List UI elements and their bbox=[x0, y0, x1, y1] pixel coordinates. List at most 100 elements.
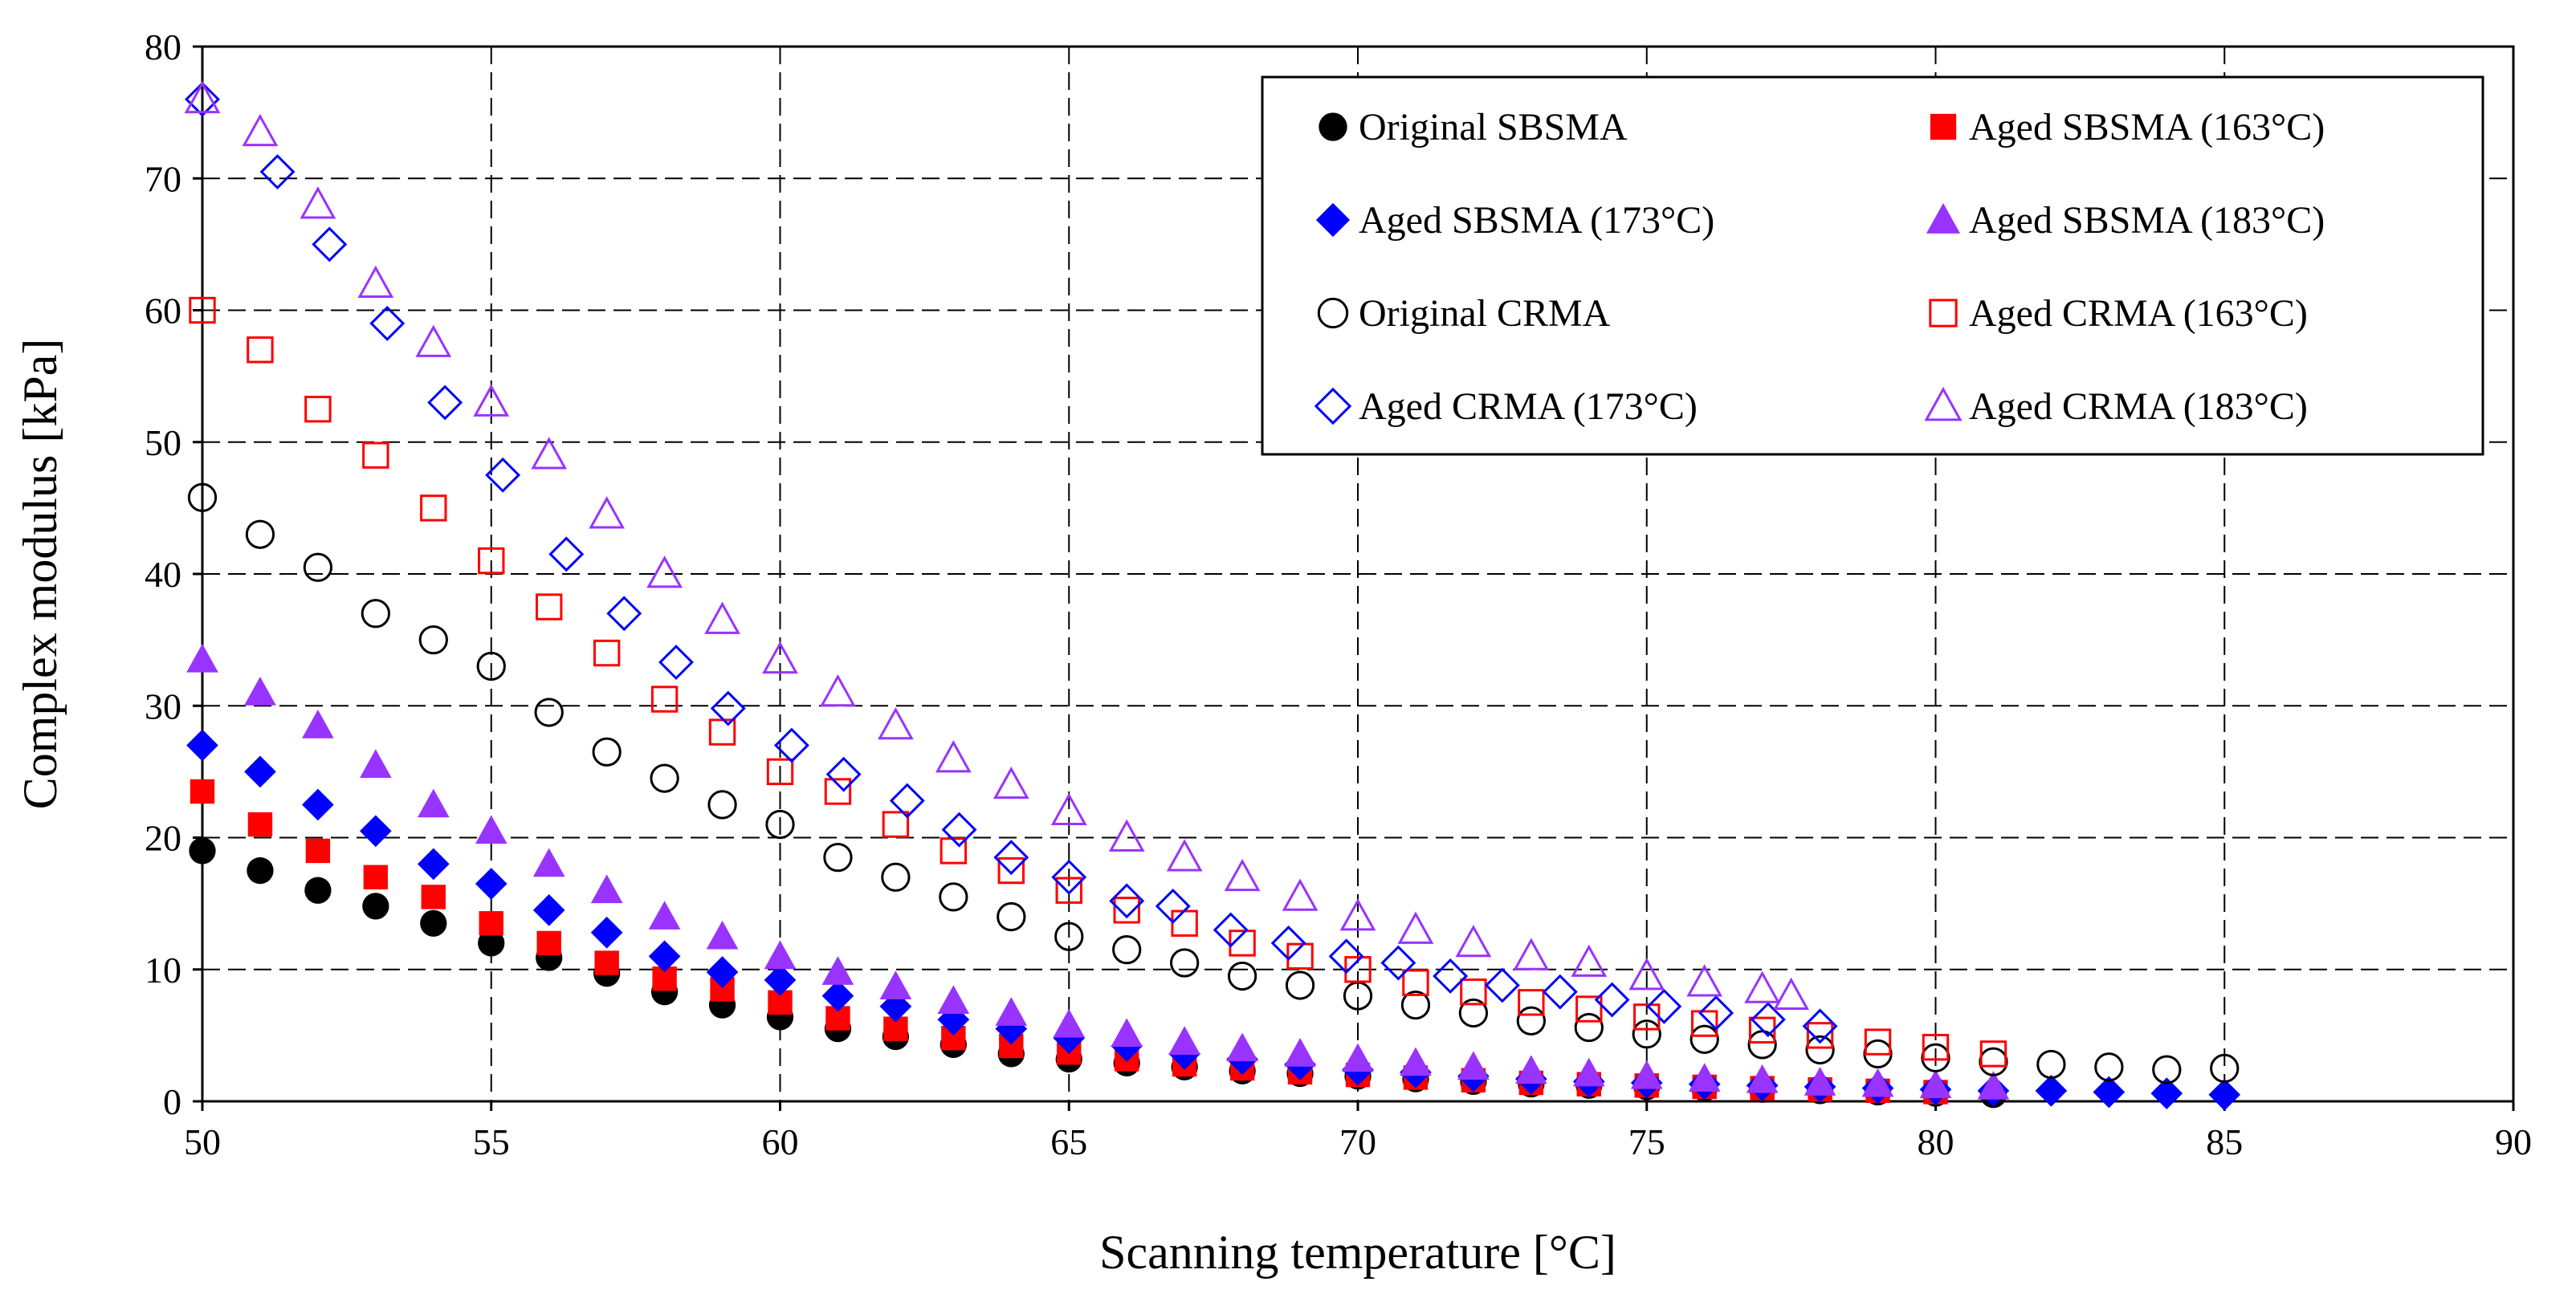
legend-marker bbox=[1315, 202, 1351, 238]
data-point bbox=[417, 788, 450, 818]
data-point bbox=[1802, 1008, 1838, 1044]
series-7 bbox=[184, 80, 1810, 1010]
legend-box bbox=[1261, 75, 2484, 456]
data-point bbox=[1572, 1057, 1605, 1087]
data-point bbox=[939, 882, 968, 912]
data-point bbox=[589, 496, 626, 529]
data-point bbox=[1686, 964, 1723, 997]
data-point bbox=[590, 874, 623, 904]
data-point bbox=[302, 710, 334, 738]
data-point bbox=[478, 547, 505, 575]
data-point bbox=[821, 979, 854, 1012]
legend-marker bbox=[1926, 202, 1961, 234]
data-point bbox=[1750, 1002, 1786, 1038]
data-point bbox=[706, 920, 739, 950]
data-point bbox=[1168, 1026, 1200, 1055]
data-point bbox=[247, 336, 274, 364]
legend-label: Original CRMA bbox=[1359, 292, 1611, 335]
legend-label: Aged SBSMA (163°C) bbox=[1969, 106, 2325, 149]
data-point bbox=[823, 842, 853, 873]
data-point bbox=[360, 815, 392, 848]
series-3 bbox=[186, 643, 2010, 1100]
data-point bbox=[475, 815, 507, 844]
x-tick-label: 55 bbox=[473, 1121, 510, 1162]
data-point bbox=[1518, 989, 1545, 1016]
x-axis-title: Scanning temperature [°C] bbox=[1099, 1226, 1616, 1279]
data-point bbox=[1698, 995, 1734, 1031]
x-tick-label: 70 bbox=[1339, 1121, 1376, 1162]
data-point bbox=[658, 645, 694, 681]
data-point bbox=[2093, 1076, 2126, 1109]
y-tick-label: 40 bbox=[145, 554, 181, 595]
y-axis-title: Complex modulus [kPa] bbox=[14, 339, 67, 810]
data-point bbox=[941, 812, 977, 848]
data-point bbox=[531, 437, 568, 470]
data-point bbox=[878, 706, 914, 740]
data-point bbox=[1285, 970, 1315, 1000]
legend-marker bbox=[1314, 387, 1352, 425]
legend-label: Aged CRMA (183°C) bbox=[1969, 385, 2308, 428]
data-point bbox=[244, 676, 276, 706]
data-point bbox=[1977, 1071, 2010, 1100]
data-point bbox=[1630, 1060, 1663, 1089]
data-point bbox=[764, 964, 797, 996]
data-point bbox=[646, 555, 683, 588]
data-point bbox=[824, 778, 852, 805]
data-point bbox=[361, 599, 390, 629]
data-point bbox=[473, 384, 510, 417]
data-point bbox=[1113, 897, 1140, 924]
data-point bbox=[765, 809, 795, 840]
data-point bbox=[1744, 970, 1781, 1003]
data-point bbox=[1111, 1018, 1143, 1048]
data-point bbox=[1922, 1033, 1950, 1061]
data-point bbox=[2036, 1049, 2066, 1080]
data-point bbox=[189, 837, 216, 865]
data-point bbox=[2208, 1078, 2241, 1111]
data-point bbox=[650, 763, 679, 793]
x-tick-label: 60 bbox=[762, 1121, 799, 1162]
data-point bbox=[369, 305, 406, 341]
data-point bbox=[536, 593, 563, 620]
x-tick-label: 85 bbox=[2206, 1121, 2243, 1162]
data-point bbox=[821, 956, 854, 985]
data-point bbox=[244, 755, 276, 788]
data-point bbox=[993, 840, 1029, 876]
data-point bbox=[706, 956, 739, 988]
x-tick-label: 75 bbox=[1628, 1121, 1665, 1162]
data-point bbox=[704, 601, 740, 634]
data-point bbox=[937, 1003, 970, 1036]
data-point bbox=[1594, 982, 1630, 1018]
data-point bbox=[304, 877, 332, 904]
data-point bbox=[1484, 967, 1520, 1003]
data-point bbox=[1864, 1028, 1892, 1056]
data-point bbox=[247, 812, 273, 837]
axis-ticks: 50 55 60 65 70 75 80 85 90 0 10 20 30 40 50 60 70 80 bbox=[145, 26, 2532, 1162]
data-point bbox=[1515, 1055, 1547, 1084]
x-tick-label: 65 bbox=[1050, 1121, 1087, 1162]
data-point bbox=[415, 324, 452, 357]
data-point bbox=[1227, 961, 1257, 991]
data-point bbox=[479, 911, 503, 936]
y-tick-label: 80 bbox=[145, 26, 181, 67]
data-point bbox=[1051, 859, 1087, 895]
data-point bbox=[190, 779, 215, 804]
data-point bbox=[1513, 938, 1550, 970]
data-point bbox=[650, 686, 679, 713]
data-point bbox=[1155, 888, 1191, 924]
data-point bbox=[707, 790, 737, 820]
data-point bbox=[1270, 925, 1306, 961]
data-point bbox=[421, 885, 446, 909]
data-point bbox=[764, 940, 797, 970]
legend-marker bbox=[1929, 299, 1958, 328]
data-point bbox=[1746, 1064, 1779, 1093]
data-point bbox=[2150, 1077, 2183, 1109]
data-point bbox=[1224, 858, 1261, 892]
legend-marker bbox=[1317, 297, 1349, 329]
data-point bbox=[2152, 1055, 2182, 1084]
data-point bbox=[532, 848, 565, 877]
data-point bbox=[1328, 938, 1364, 974]
data-point bbox=[1055, 877, 1082, 904]
data-point bbox=[2094, 1052, 2124, 1082]
legend-marker bbox=[1319, 112, 1347, 141]
data-point bbox=[362, 441, 389, 469]
